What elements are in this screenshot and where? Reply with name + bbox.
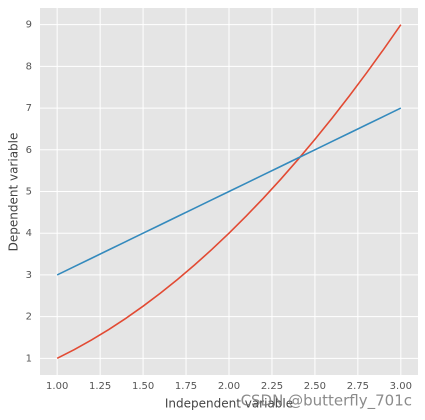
y-tick-label: 9	[26, 20, 32, 31]
y-tick-label: 2	[26, 312, 32, 323]
watermark: CSDN @butterfly_701c	[241, 392, 412, 411]
y-axis-label: Dependent variable	[7, 133, 21, 252]
x-tick-label: 2.75	[347, 381, 369, 392]
y-tick-label: 1	[26, 353, 32, 364]
y-tick-label: 3	[26, 270, 32, 281]
x-tick-label: 1.25	[89, 381, 111, 392]
series-line	[56, 24, 402, 360]
y-tick-label: 6	[26, 145, 32, 156]
x-tick-label: 2.00	[218, 381, 240, 392]
x-tick-label: 1.75	[175, 381, 197, 392]
x-tick-label: 1.50	[132, 381, 154, 392]
x-tick-label: 2.50	[304, 381, 326, 392]
x-axis-label: Independent variable	[165, 397, 293, 411]
y-tick-label: 4	[26, 228, 32, 239]
x-tick-label: 1.00	[46, 381, 68, 392]
y-tick-label: 8	[26, 61, 32, 72]
x-tick-label: 2.25	[261, 381, 283, 392]
series-line	[56, 107, 402, 276]
x-tick-label: 3.00	[390, 381, 412, 392]
y-tick-label: 7	[26, 103, 32, 114]
y-tick-label: 5	[26, 187, 32, 198]
